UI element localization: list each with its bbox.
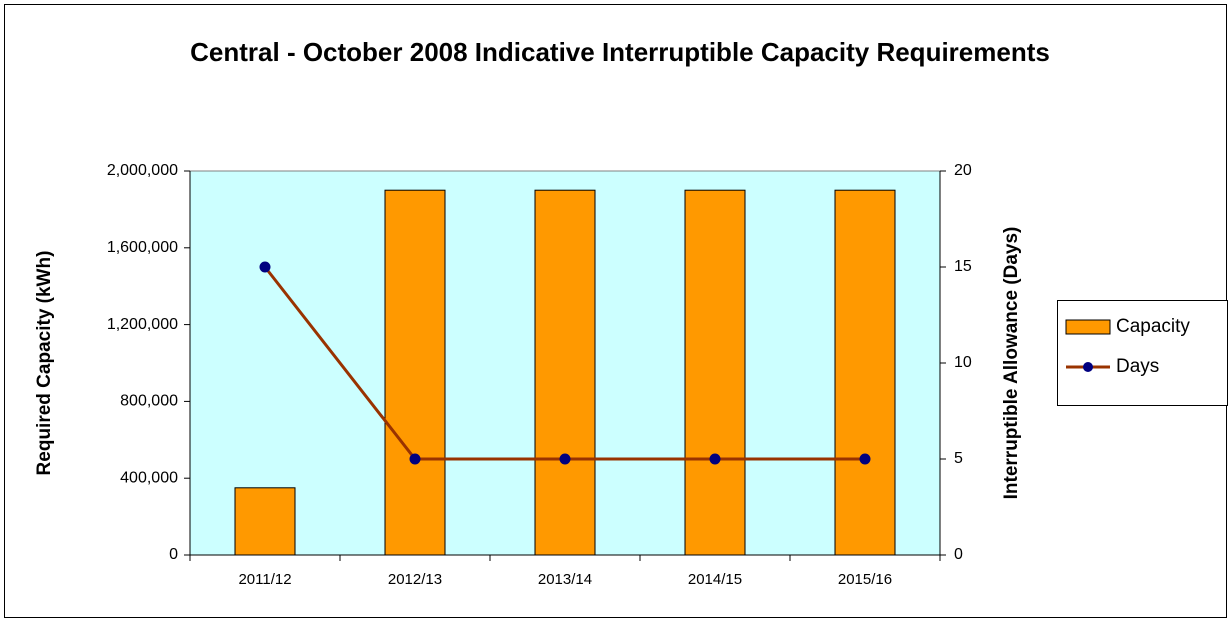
x-tick-label: 2013/14: [538, 571, 592, 588]
legend-box: [1057, 300, 1228, 406]
bar: [834, 189, 896, 556]
legend-swatch: [1065, 319, 1111, 335]
y2-tick-label: 5: [954, 450, 963, 467]
y2-tick-label: 10: [954, 354, 972, 371]
y-axis-label: Required Capacity (kWh): [34, 251, 55, 476]
marker: [409, 453, 421, 465]
y2-tick-label: 20: [954, 162, 972, 179]
marker: [259, 261, 271, 273]
y2-axis-label: Interruptible Allowance (Days): [1001, 227, 1022, 500]
y-tick-label: 1,200,000: [107, 316, 178, 333]
y2-tick-label: 15: [954, 258, 972, 275]
bar: [384, 189, 446, 556]
marker: [559, 453, 571, 465]
y-tick-label: 400,000: [120, 469, 178, 486]
legend-label: Days: [1116, 356, 1159, 377]
bar: [234, 487, 296, 556]
y-tick-label: 0: [169, 546, 178, 563]
x-tick-label: 2011/12: [238, 571, 291, 588]
legend-marker: [1083, 362, 1093, 372]
marker: [859, 453, 871, 465]
x-tick-label: 2014/15: [688, 571, 742, 588]
y-tick-label: 2,000,000: [107, 162, 178, 179]
marker: [709, 453, 721, 465]
chart-title: Central - October 2008 Indicative Interr…: [190, 37, 1050, 67]
bar: [534, 189, 596, 556]
y-tick-label: 1,600,000: [107, 239, 178, 256]
legend-label: Capacity: [1116, 316, 1190, 337]
x-tick-label: 2012/13: [388, 571, 442, 588]
x-tick-label: 2015/16: [838, 571, 892, 588]
bar: [684, 189, 746, 556]
y2-tick-label: 0: [954, 546, 963, 563]
y-tick-label: 800,000: [120, 393, 178, 410]
